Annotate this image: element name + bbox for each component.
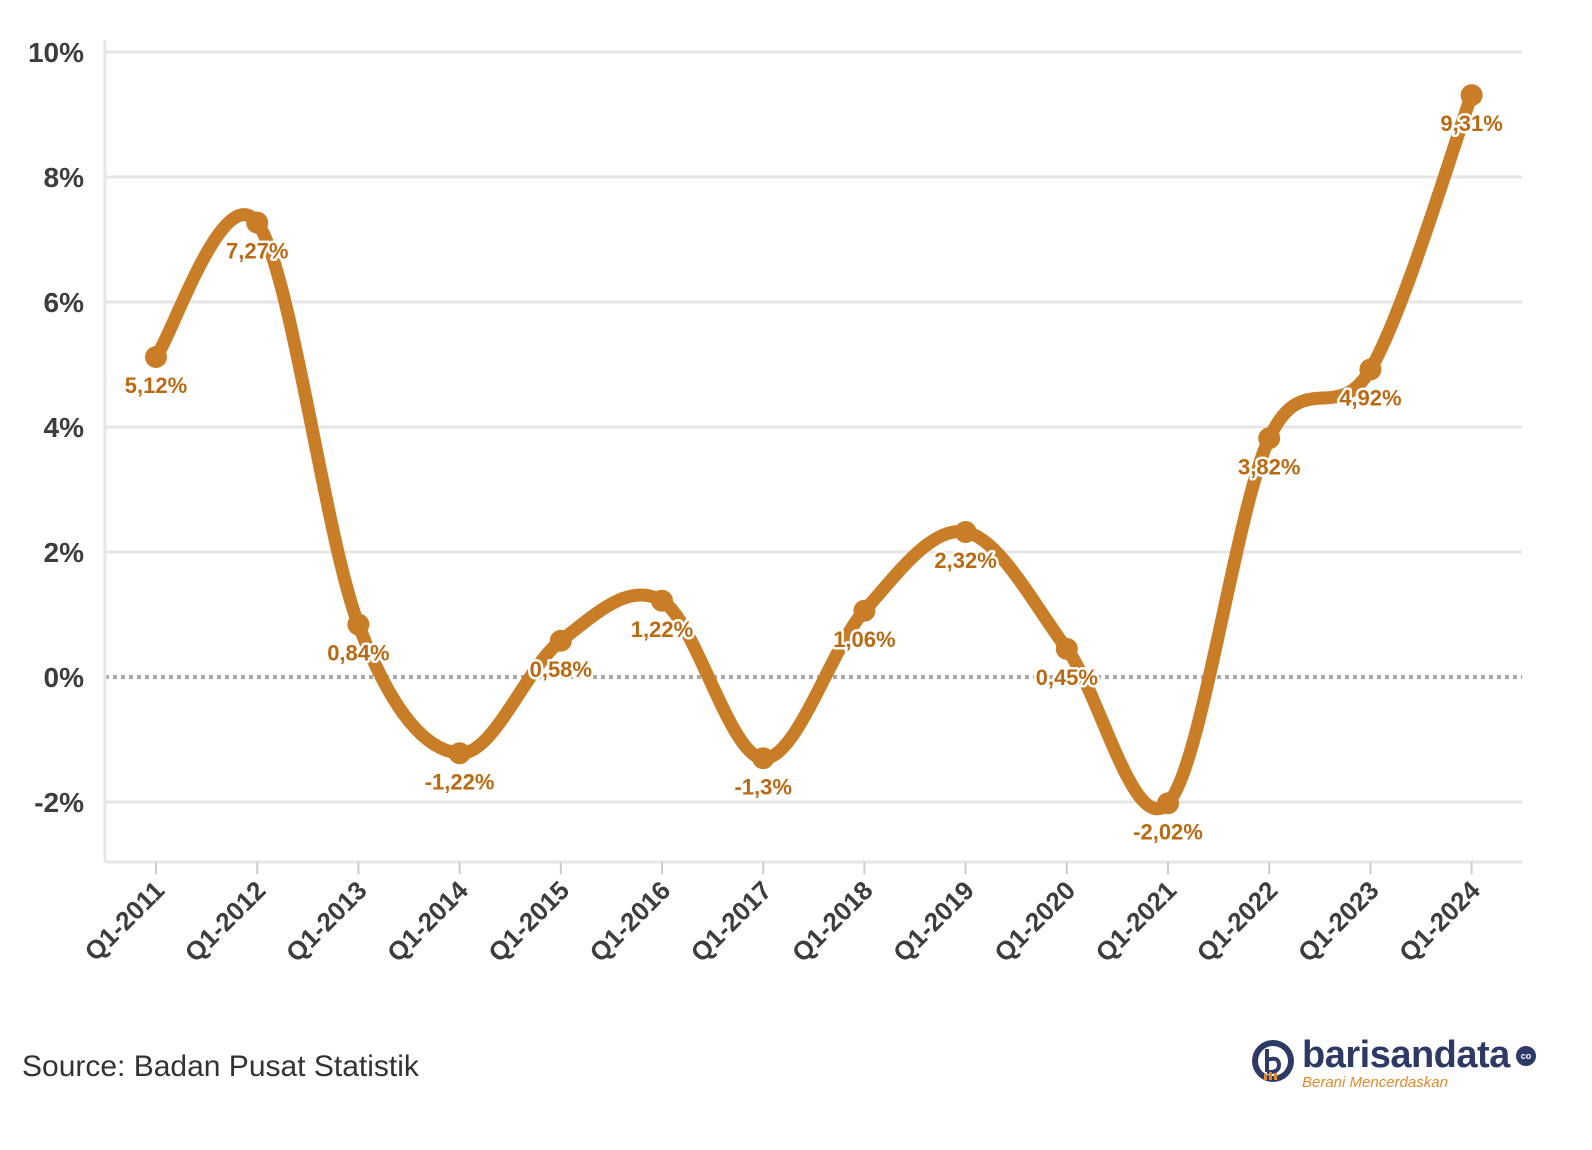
x-tick-label: Q1-2016 bbox=[583, 875, 676, 968]
data-label: 9,31% bbox=[1440, 111, 1502, 136]
x-tick-label: Q1-2013 bbox=[280, 875, 373, 968]
data-label: -2,02% bbox=[1133, 819, 1203, 844]
y-tick-label: 0% bbox=[44, 662, 85, 693]
data-label: 1,06% bbox=[833, 627, 895, 652]
data-labels: 5,12% 7,27% 0,84% -1,22% 0,58% 1,22% -1,3% 1,06… bbox=[122, 109, 1505, 847]
x-tick-label: Q1-2017 bbox=[685, 875, 778, 968]
y-tick-label: -2% bbox=[34, 787, 84, 818]
data-label: 0,84% bbox=[327, 641, 389, 666]
y-tick-label: 10% bbox=[28, 37, 84, 68]
data-point bbox=[246, 211, 269, 234]
data-point bbox=[954, 521, 977, 543]
x-tick-label: Q1-2022 bbox=[1191, 875, 1284, 968]
logo-suffix: co bbox=[1516, 1046, 1536, 1066]
data-point bbox=[549, 629, 572, 652]
x-tick-label: Q1-2011 bbox=[78, 875, 170, 967]
data-label: 2,32% bbox=[934, 548, 996, 573]
data-point bbox=[651, 589, 673, 612]
data-point bbox=[1359, 358, 1382, 381]
brand-logo: barisandata co Berani Mencerdaskan bbox=[1250, 1034, 1570, 1098]
data-point bbox=[1258, 427, 1281, 450]
x-tick-label: Q1-2020 bbox=[988, 875, 1081, 968]
y-tick-label: 6% bbox=[44, 287, 85, 318]
data-label: 4,92% bbox=[1339, 386, 1401, 411]
x-tick-label: Q1-2015 bbox=[482, 875, 575, 968]
x-tick-label: Q1-2024 bbox=[1393, 875, 1486, 968]
data-label: 3,82% bbox=[1238, 454, 1300, 479]
logo-mark-icon bbox=[1252, 1040, 1294, 1082]
data-point bbox=[347, 613, 370, 636]
data-label: 0,58% bbox=[530, 657, 592, 682]
data-label: 1,22% bbox=[631, 617, 693, 642]
y-tick-label: 4% bbox=[44, 412, 85, 443]
data-point bbox=[853, 599, 876, 622]
x-tick-label: Q1-2012 bbox=[179, 875, 272, 968]
data-point bbox=[145, 346, 167, 368]
line-chart: -2%0%2%4%6%8%10%Q1-2011 Q1-2012 Q1-2013 Q1-… bbox=[28, 37, 1522, 968]
x-tick-label: Q1-2021 bbox=[1089, 875, 1182, 968]
x-tick-label: Q1-2019 bbox=[887, 875, 980, 968]
y-tick-label: 2% bbox=[44, 537, 85, 568]
logo-name: barisandata bbox=[1302, 1034, 1510, 1076]
data-label: 7,27% bbox=[226, 239, 288, 264]
data-point bbox=[1157, 792, 1179, 815]
data-label: -1,22% bbox=[425, 769, 495, 794]
data-label: -1,3% bbox=[734, 774, 791, 799]
source-note: Source: Badan Pusat Statistik bbox=[22, 1050, 419, 1083]
data-label: 5,12% bbox=[125, 373, 187, 398]
series-line-layer bbox=[149, 88, 1479, 816]
data-point bbox=[1460, 84, 1483, 107]
x-tick-label: Q1-2018 bbox=[786, 875, 879, 968]
data-label: 0,45% bbox=[1036, 665, 1098, 690]
data-points bbox=[145, 84, 1483, 815]
logo-tagline: Berani Mencerdaskan bbox=[1302, 1074, 1448, 1091]
x-tick-label: Q1-2014 bbox=[381, 875, 474, 968]
y-tick-label: 8% bbox=[44, 162, 85, 193]
data-point bbox=[448, 742, 471, 765]
series-line bbox=[149, 88, 1479, 816]
x-tick-label: Q1-2023 bbox=[1292, 875, 1385, 968]
data-point bbox=[752, 747, 775, 770]
data-point bbox=[1055, 637, 1078, 660]
